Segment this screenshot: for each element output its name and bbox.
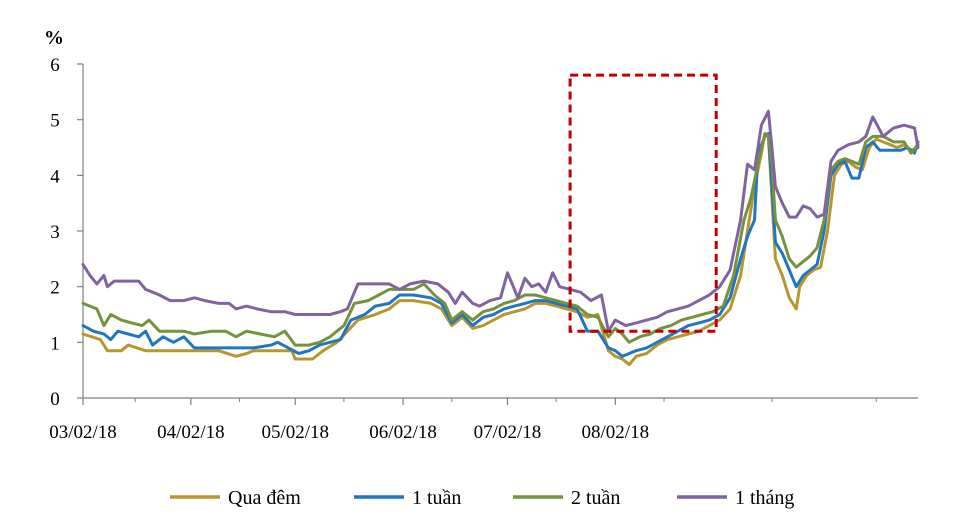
y-tick-label: 0 <box>50 389 60 410</box>
x-tick-label: 04/02/18 <box>157 422 225 443</box>
x-tick-label: 06/02/18 <box>369 422 437 443</box>
series-line-2 <box>81 132 920 358</box>
series-layer <box>81 109 920 367</box>
series-line-4 <box>81 109 920 333</box>
y-tick-label: 5 <box>50 111 60 132</box>
legend-label-3: 2 tuần <box>571 487 620 509</box>
legend: Qua đêm 1 tuần 2 tuần 1 tháng <box>170 487 794 509</box>
y-axis-unit-label: % <box>44 27 64 49</box>
x-tick-label: 05/02/18 <box>261 422 329 443</box>
x-axis: 03/02/18 04/02/18 05/02/18 06/02/18 07/02/18… <box>49 397 918 443</box>
y-tick-label: 4 <box>50 166 60 187</box>
y-tick-label: 6 <box>50 55 60 76</box>
series-line-3 <box>81 132 920 347</box>
y-tick-label: 1 <box>50 333 60 354</box>
legend-label-2: 1 tuần <box>412 487 461 509</box>
x-tick-label: 03/02/18 <box>49 422 117 443</box>
x-tick-label: 08/02/18 <box>582 422 650 443</box>
y-axis: 0 1 2 3 4 5 6 <box>50 55 84 410</box>
y-tick-label: 3 <box>50 222 60 243</box>
highlight-box <box>568 73 718 333</box>
x-tick-label: 07/02/18 <box>474 422 542 443</box>
legend-label-1: Qua đêm <box>228 487 301 509</box>
series-line-1 <box>81 132 920 367</box>
y-tick-label: 2 <box>50 278 60 299</box>
legend-label-4: 1 tháng <box>735 487 794 509</box>
